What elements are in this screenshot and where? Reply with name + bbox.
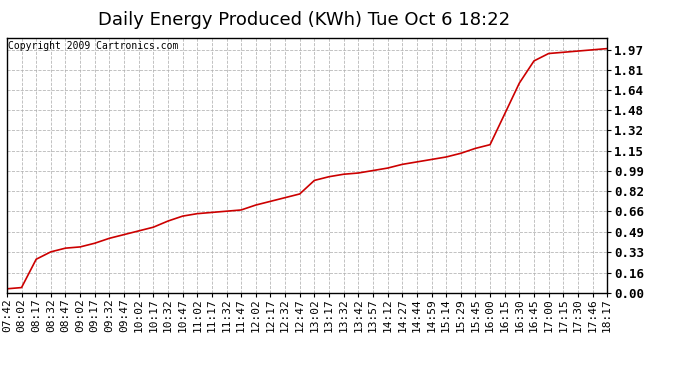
- Text: Daily Energy Produced (KWh) Tue Oct 6 18:22: Daily Energy Produced (KWh) Tue Oct 6 18…: [97, 11, 510, 29]
- Text: Copyright 2009 Cartronics.com: Copyright 2009 Cartronics.com: [8, 41, 179, 51]
